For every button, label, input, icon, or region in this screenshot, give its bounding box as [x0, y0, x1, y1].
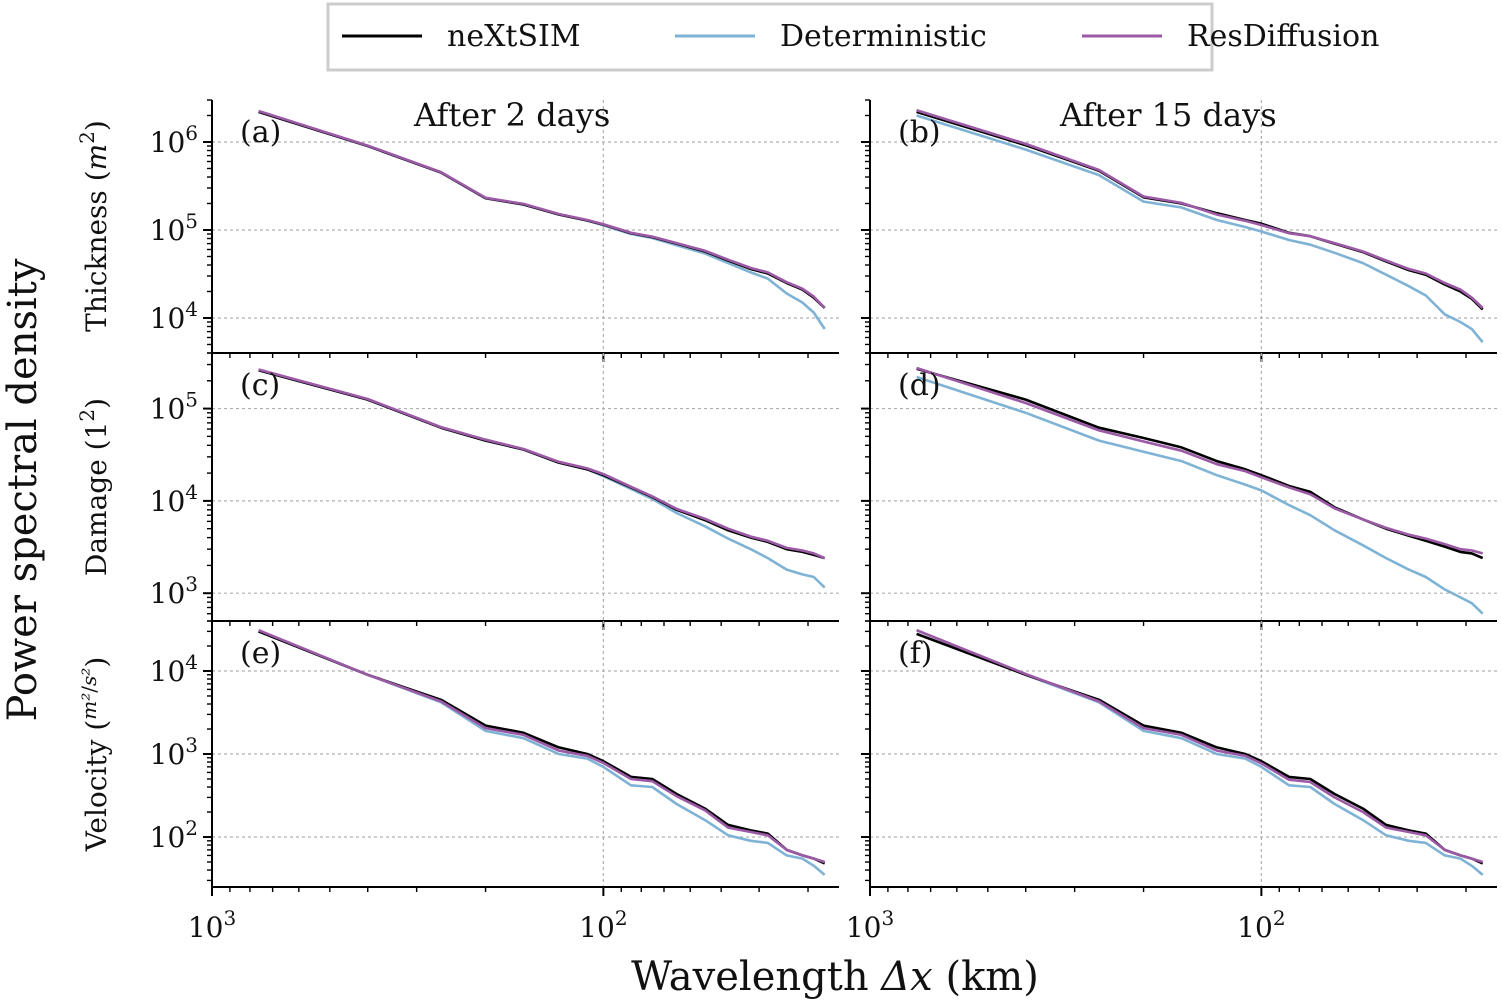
grid [212, 621, 839, 887]
panel-label: (e) [240, 636, 281, 671]
panel-a: 106 105 104 (a) After 2 days [150, 96, 839, 362]
y-tick-label: 103 [150, 733, 198, 771]
row-label: Velocity (m²/s²) [77, 657, 113, 853]
panel-d: (d) [861, 352, 1497, 630]
series-line-resdiffusion [916, 366, 1484, 555]
grid [870, 100, 1497, 353]
axes: 105 104 103 [150, 352, 839, 630]
axes: 103 102 [846, 620, 1497, 944]
panel-b: (b) After 15 days [861, 96, 1497, 362]
y-tick-label: 104 [150, 480, 198, 518]
x-axis-label-suffix: (km) [933, 954, 1039, 1000]
axes: 106 105 104 [150, 99, 839, 362]
panel-f: 103 102 (f) [846, 620, 1497, 944]
series-line-deterministic [916, 114, 1484, 344]
legend-label: ResDiffusion [1187, 19, 1379, 54]
x-tick-label: 102 [579, 906, 627, 944]
row-label-text: Damage (12) [75, 398, 113, 576]
y-tick-label: 102 [150, 816, 198, 854]
axes [861, 99, 1497, 362]
x-tick-label: 103 [846, 906, 894, 944]
series-line-nextsim [916, 367, 1484, 560]
grid [212, 100, 839, 353]
series-line-deterministic [916, 375, 1484, 615]
panel-e: 104 103 102 103 102 (e) [150, 620, 839, 944]
legend-label: neXtSIM [447, 19, 581, 54]
legend-entry: neXtSIM [342, 19, 581, 54]
x-axis-label: Wavelength Δx (km) [631, 954, 1039, 1000]
column-title: After 2 days [413, 96, 610, 134]
series-line-deterministic [258, 630, 826, 876]
y-tick-label: 104 [150, 297, 198, 335]
x-axis-label-prefix: Wavelength [631, 954, 881, 1000]
y-tick-label: 104 [150, 650, 198, 688]
series-line-resdiffusion [258, 368, 826, 560]
series-line-resdiffusion [258, 109, 826, 309]
grid [212, 353, 839, 621]
series-line-resdiffusion [916, 628, 1484, 864]
y-tick-label: 105 [150, 209, 198, 247]
series-line-resdiffusion [258, 628, 826, 864]
legend-entry: Deterministic [675, 19, 987, 54]
panel-label: (f) [898, 636, 933, 671]
series-line-resdiffusion [916, 108, 1484, 309]
panel-label: (b) [898, 115, 941, 150]
x-axis-label-symbol: Δx [879, 954, 932, 1000]
row-label: Thickness (m2) [75, 120, 113, 332]
row-label: Damage (12) [75, 398, 113, 576]
column-title: After 15 days [1059, 96, 1277, 134]
y-tick-label: 106 [150, 121, 198, 159]
y-tick-label: 103 [150, 572, 198, 610]
legend-entry: ResDiffusion [1082, 19, 1379, 54]
x-tick-label: 103 [188, 906, 236, 944]
row-label-text: Thickness (m2) [75, 120, 113, 332]
grid [870, 621, 1497, 887]
axes [861, 352, 1497, 630]
y-axis-label: Power spectral density [0, 258, 46, 721]
row-label-text: Velocity (m²/s²) [77, 657, 113, 853]
legend-label: Deterministic [780, 19, 987, 54]
series-line-deterministic [258, 110, 826, 330]
series-line-nextsim [258, 369, 826, 560]
axes: 104 103 102 103 102 [150, 620, 839, 944]
panel-label: (d) [898, 368, 941, 403]
series-line-deterministic [916, 628, 1484, 876]
y-tick-label: 105 [150, 388, 198, 426]
panel-label: (c) [240, 368, 280, 403]
grid [870, 353, 1497, 621]
panel-c: 105 104 103 (c) [150, 352, 839, 630]
x-tick-label: 102 [1237, 906, 1285, 944]
panel-label: (a) [240, 115, 281, 150]
legend: neXtSIM Deterministic ResDiffusion [326, 2, 1379, 72]
series-line-deterministic [258, 369, 826, 589]
panel-grid: 106 105 104 (a) After 2 days (b) After 15 days… [150, 96, 1497, 944]
